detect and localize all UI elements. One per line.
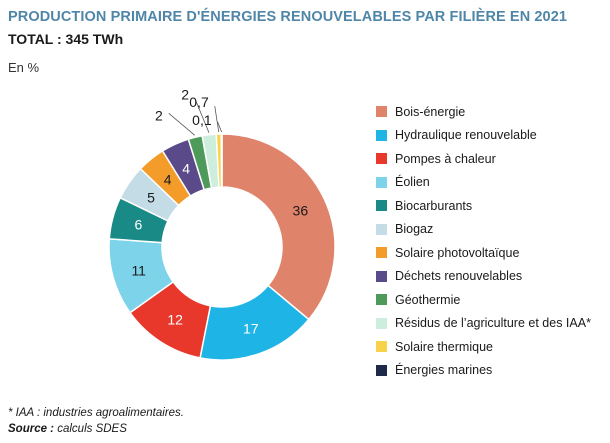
legend-label: Biocarburants	[395, 198, 473, 213]
chart-unit-label: En %	[8, 60, 40, 75]
slice-label-8: 2	[155, 107, 163, 123]
slice-label-4: 6	[135, 217, 143, 233]
source-value: calculs SDES	[57, 423, 127, 435]
legend-item-2: Pompes à chaleur	[376, 147, 608, 171]
legend-label: Solaire thermique	[395, 339, 493, 354]
legend-label: Déchets renouvelables	[395, 269, 523, 284]
chart-title: PRODUCTION PRIMAIRE D'ÉNERGIES RENOUVELA…	[8, 9, 568, 25]
legend-swatch	[376, 176, 387, 188]
slice-label-6: 4	[164, 172, 172, 188]
legend-swatch	[376, 223, 387, 235]
legend-swatch	[376, 153, 387, 165]
legend-swatch	[376, 364, 387, 376]
slice-label-11: 0,1	[192, 112, 212, 128]
legend-swatch	[376, 247, 387, 259]
slice-label-0: 36	[293, 202, 309, 218]
slice-11	[220, 133, 223, 188]
legend-item-4: Biocarburants	[376, 194, 608, 218]
legend-item-1: Hydraulique renouvelable	[376, 124, 608, 148]
leader-line-10	[214, 105, 220, 133]
slice-label-2: 12	[167, 312, 183, 328]
slice-label-9: 2	[181, 87, 189, 103]
legend-swatch	[376, 341, 387, 353]
legend-label: Éolien	[395, 175, 430, 190]
slice-label-5: 5	[147, 190, 155, 206]
slice-0	[221, 133, 336, 321]
legend-item-5: Biogaz	[376, 218, 608, 242]
slice-label-10: 0,7	[189, 94, 209, 110]
legend-label: Biogaz	[395, 222, 434, 237]
legend-item-3: Éolien	[376, 171, 608, 195]
legend-swatch	[376, 294, 387, 306]
legend-item-8: Géothermie	[376, 288, 608, 312]
chart-subtitle: TOTAL : 345 TWh	[8, 31, 124, 47]
legend-label: Pompes à chaleur	[395, 151, 496, 166]
legend-label: Bois-énergie	[395, 104, 466, 119]
legend-label: Énergies marines	[395, 363, 493, 378]
legend-label: Géothermie	[395, 292, 461, 307]
slice-label-3: 11	[131, 262, 146, 278]
source-label: Source :	[8, 423, 55, 435]
chart-legend: Bois-énergie Hydraulique renouvelable Pomp…	[376, 100, 608, 382]
legend-label: Résidus de l’agriculture et des IAA*	[395, 316, 591, 331]
legend-swatch	[376, 270, 387, 282]
legend-swatch	[376, 106, 387, 118]
leader-line-9	[194, 98, 210, 133]
slice-label-7: 4	[182, 160, 190, 176]
legend-swatch	[376, 200, 387, 212]
leader-line-8	[168, 112, 196, 136]
footnote: * IAA : industries agroalimentaires.	[8, 407, 184, 419]
slice-label-1: 17	[243, 321, 259, 337]
legend-item-6: Solaire photovoltaïque	[376, 241, 608, 265]
legend-swatch	[376, 317, 387, 329]
legend-label: Solaire photovoltaïque	[395, 245, 520, 260]
leader-line-11	[217, 121, 223, 133]
legend-item-10: Solaire thermique	[376, 335, 608, 359]
legend-label: Hydraulique renouvelable	[395, 128, 537, 143]
legend-item-7: Déchets renouvelables	[376, 265, 608, 289]
source-note: Source : calculs SDES	[8, 423, 127, 435]
legend-swatch	[376, 129, 387, 141]
legend-item-0: Bois-énergie	[376, 100, 608, 124]
legend-item-11: Énergies marines	[376, 359, 608, 383]
legend-item-9: Résidus de l’agriculture et des IAA*	[376, 312, 608, 336]
